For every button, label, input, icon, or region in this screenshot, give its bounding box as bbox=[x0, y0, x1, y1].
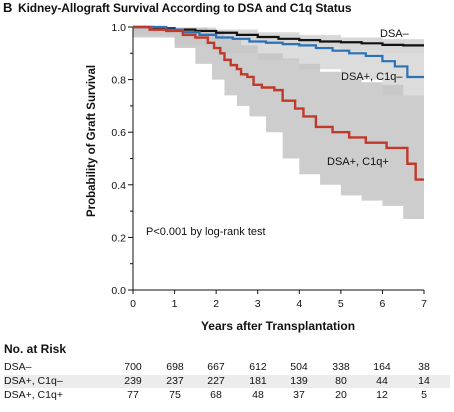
series-label-2: DSA+, C1q+ bbox=[327, 156, 389, 168]
x-axis-label: Years after Transplantation bbox=[200, 319, 356, 333]
risk-cell: 38 bbox=[418, 361, 430, 373]
risk-cell: 12 bbox=[376, 389, 388, 401]
risk-cell: 77 bbox=[127, 389, 139, 401]
risk-cell: 75 bbox=[169, 389, 181, 401]
risk-cell: 14 bbox=[418, 375, 430, 387]
risk-table-title: No. at Risk bbox=[4, 342, 67, 356]
x-tick-label-5: 5 bbox=[338, 298, 344, 310]
y-tick-label-3: 0.6 bbox=[111, 127, 126, 139]
x-tick-label-2: 2 bbox=[213, 298, 219, 310]
risk-row-label: DSA+, C1q+ bbox=[4, 389, 63, 401]
risk-cell: 139 bbox=[290, 375, 308, 387]
risk-row-label: DSA– bbox=[4, 361, 32, 373]
chart-title: Kidney-Allograft Survival According to D… bbox=[18, 1, 352, 15]
y-tick-label-1: 0.2 bbox=[111, 232, 126, 244]
risk-row: DSA– 700 698 667 612 504 338 164 38 bbox=[4, 361, 450, 374]
ci-band-2 bbox=[133, 27, 424, 219]
x-tick-label-7: 7 bbox=[421, 298, 427, 310]
y-tick-label-0: 0.0 bbox=[111, 285, 126, 297]
risk-cell: 181 bbox=[249, 375, 267, 387]
risk-cell: 504 bbox=[290, 361, 308, 373]
risk-cell: 44 bbox=[376, 375, 388, 387]
series-label-0: DSA– bbox=[380, 28, 410, 40]
series-label-1: DSA+, C1q– bbox=[341, 71, 403, 83]
risk-cell: 68 bbox=[210, 389, 222, 401]
x-tick-label-4: 4 bbox=[296, 298, 302, 310]
risk-cell: 698 bbox=[166, 361, 184, 373]
series-line-0 bbox=[133, 25, 424, 47]
series-line-2 bbox=[133, 25, 424, 181]
risk-cell: 164 bbox=[373, 361, 391, 373]
risk-row-label: DSA+, C1q– bbox=[4, 375, 63, 387]
risk-cell: 237 bbox=[166, 375, 184, 387]
risk-cell: 227 bbox=[207, 375, 225, 387]
risk-cell: 37 bbox=[293, 389, 305, 401]
risk-cell: 612 bbox=[249, 361, 267, 373]
risk-cell: 20 bbox=[335, 389, 347, 401]
y-tick-label-5: 1.0 bbox=[111, 22, 126, 34]
y-tick-label-2: 0.4 bbox=[111, 180, 126, 192]
panel-letter: B bbox=[3, 0, 13, 15]
x-tick-label-1: 1 bbox=[172, 298, 178, 310]
x-tick-label-0: 0 bbox=[130, 298, 136, 310]
series-line-1 bbox=[133, 25, 424, 79]
x-tick-label-6: 6 bbox=[380, 298, 386, 310]
y-tick-label-4: 0.8 bbox=[111, 75, 126, 87]
pvalue-annotation: P<0.001 by log-rank test bbox=[146, 226, 266, 238]
risk-row: DSA+, C1q+ 77 75 68 48 37 20 12 5 bbox=[4, 389, 450, 402]
risk-cell: 5 bbox=[421, 389, 427, 401]
risk-cell: 338 bbox=[332, 361, 350, 373]
risk-cell: 80 bbox=[335, 375, 347, 387]
risk-row: DSA+, C1q– 239 237 227 181 139 80 44 14 bbox=[4, 375, 450, 388]
x-tick-label-3: 3 bbox=[255, 298, 261, 310]
risk-cell: 667 bbox=[207, 361, 225, 373]
risk-cell: 48 bbox=[252, 389, 264, 401]
risk-cell: 239 bbox=[124, 375, 142, 387]
risk-cell: 700 bbox=[124, 361, 142, 373]
